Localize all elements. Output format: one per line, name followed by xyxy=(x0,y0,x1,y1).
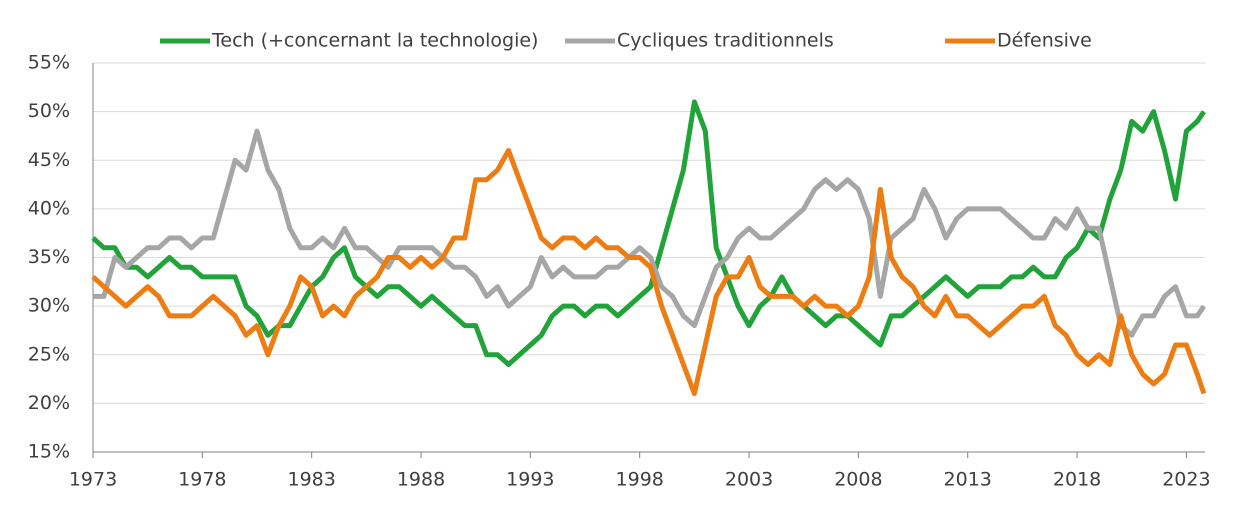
x-tick-label: 2013 xyxy=(944,469,992,491)
y-tick-label: 20% xyxy=(28,392,70,414)
y-tick-label: 35% xyxy=(28,246,70,268)
x-tick-label: 2008 xyxy=(834,469,882,491)
y-tick-label: 25% xyxy=(28,343,70,365)
legend-label: Tech (+concernant la technologie) xyxy=(211,30,538,52)
y-tick-label: 15% xyxy=(28,441,70,463)
y-tick-label: 45% xyxy=(28,149,70,171)
x-tick-label: 1983 xyxy=(288,469,336,491)
series-line xyxy=(91,148,1207,397)
x-tick-label: 1988 xyxy=(397,469,445,491)
x-tick-label: 1993 xyxy=(506,469,554,491)
y-tick-label: 40% xyxy=(28,197,70,219)
legend-label: Défensive xyxy=(997,30,1092,52)
x-tick-label: 1973 xyxy=(69,469,117,491)
legend-label: Cycliques traditionnels xyxy=(617,30,834,52)
y-tick-label: 55% xyxy=(28,52,70,74)
x-tick-label: 1978 xyxy=(178,469,226,491)
x-tick-label: 2023 xyxy=(1162,469,1210,491)
x-tick-label: 2003 xyxy=(725,469,773,491)
x-tick-label: 2018 xyxy=(1053,469,1101,491)
y-tick-label: 30% xyxy=(28,295,70,317)
x-tick-label: 1998 xyxy=(616,469,664,491)
y-tick-label: 50% xyxy=(28,100,70,122)
series-line xyxy=(93,128,1206,338)
